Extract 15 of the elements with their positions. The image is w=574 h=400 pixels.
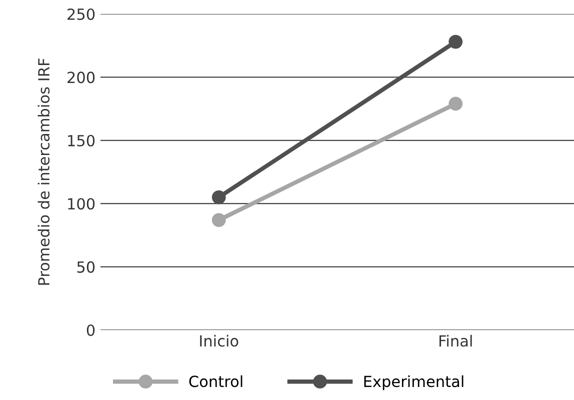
- legend-label: Experimental: [364, 375, 464, 390]
- point: [448, 34, 463, 49]
- y-tick-label: 0: [86, 324, 95, 336]
- y-tick-label: 250: [68, 8, 95, 20]
- point: [212, 190, 226, 204]
- x-tick-label: Inicio: [200, 334, 238, 347]
- y-tick-label: 100: [68, 198, 95, 210]
- y-tick-label: 50: [77, 261, 95, 273]
- x-tick-label: Final: [440, 334, 472, 347]
- point: [448, 96, 463, 111]
- y-tick-label: 150: [68, 134, 95, 146]
- y-tick-label: 200: [68, 72, 95, 84]
- legend-label: Control: [189, 375, 242, 388]
- y-axis-title: Promedio de intercambios IRF: [38, 58, 50, 285]
- point: [212, 213, 226, 227]
